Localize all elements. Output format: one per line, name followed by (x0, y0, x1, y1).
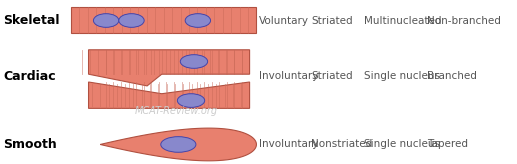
Ellipse shape (119, 14, 144, 27)
Text: Cardiac: Cardiac (4, 70, 56, 83)
Text: Tapered: Tapered (427, 139, 468, 149)
Text: Single nucleus: Single nucleus (364, 71, 440, 81)
Ellipse shape (161, 137, 196, 152)
Text: Striated: Striated (311, 16, 353, 26)
Ellipse shape (94, 14, 119, 27)
Text: Branched: Branched (427, 71, 477, 81)
Text: Single nucleus: Single nucleus (364, 139, 440, 149)
Text: Involuntary: Involuntary (260, 139, 318, 149)
Polygon shape (100, 128, 256, 161)
Text: Voluntary: Voluntary (260, 16, 309, 26)
Text: Smooth: Smooth (4, 138, 57, 151)
Bar (71, 7, 256, 33)
Ellipse shape (177, 94, 205, 107)
Text: Involuntary: Involuntary (260, 71, 318, 81)
Text: MCAT-Review.org: MCAT-Review.org (135, 106, 218, 116)
Text: Nonstriated: Nonstriated (311, 139, 372, 149)
Text: Non-branched: Non-branched (427, 16, 501, 26)
Polygon shape (88, 50, 250, 86)
Text: Multinucleated: Multinucleated (364, 16, 442, 26)
Ellipse shape (185, 14, 210, 27)
Ellipse shape (180, 55, 208, 68)
Text: Striated: Striated (311, 71, 353, 81)
Polygon shape (88, 82, 250, 108)
Text: Skeletal: Skeletal (4, 14, 60, 27)
